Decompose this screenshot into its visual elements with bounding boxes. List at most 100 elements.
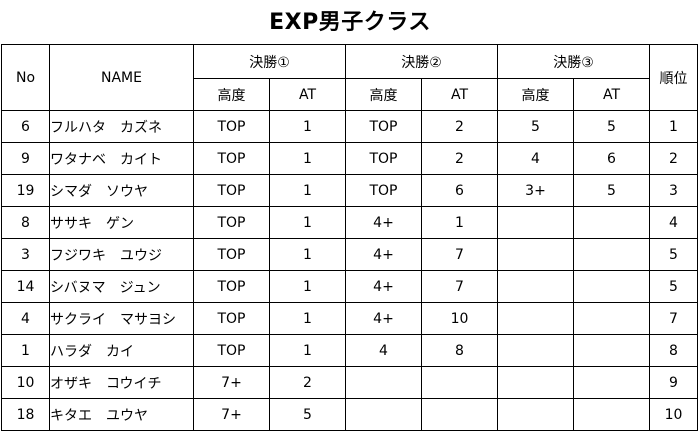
- cell-at-1: 1: [269, 174, 346, 207]
- table-row: 1 ハラダ カイ TOP 1 4 8 8: [1, 334, 698, 367]
- col-header-final3: 決勝③: [497, 44, 650, 79]
- cell-name: ササキ ゲン: [49, 206, 194, 239]
- cell-at-3: [573, 334, 650, 367]
- cell-height-2: [345, 366, 422, 399]
- cell-height-2: [345, 398, 422, 431]
- cell-at-2: 1: [421, 206, 498, 239]
- cell-height-2: TOP: [345, 110, 422, 143]
- page-title: EXP男子クラス: [269, 10, 431, 35]
- sub-header-height-3: 高度: [497, 78, 574, 111]
- cell-height-1: 7+: [193, 366, 270, 399]
- cell-at-1: 1: [269, 142, 346, 175]
- cell-name: シマダ ソウヤ: [49, 174, 194, 207]
- table-row: 4 サクライ マサヨシ TOP 1 4+ 10 7: [1, 302, 698, 335]
- cell-height-3: [497, 270, 574, 303]
- sub-header-at-1: AT: [269, 78, 346, 111]
- cell-height-1: TOP: [193, 206, 270, 239]
- cell-at-2: 10: [421, 302, 498, 335]
- cell-no: 9: [1, 142, 50, 175]
- cell-at-2: [421, 398, 498, 431]
- cell-height-2: TOP: [345, 142, 422, 175]
- cell-at-1: 2: [269, 366, 346, 399]
- cell-at-2: 7: [421, 238, 498, 271]
- cell-at-3: [573, 302, 650, 335]
- cell-at-3: [573, 206, 650, 239]
- cell-at-3: 6: [573, 142, 650, 175]
- table-row: 6 フルハタ カズネ TOP 1 TOP 2 5 5 1: [1, 110, 698, 143]
- cell-height-1: TOP: [193, 238, 270, 271]
- cell-height-2: 4+: [345, 206, 422, 239]
- results-body: 6 フルハタ カズネ TOP 1 TOP 2 5 5 1 9 ワタナベ カイト …: [1, 110, 698, 431]
- table-row: 14 シバヌマ ジュン TOP 1 4+ 7 5: [1, 270, 698, 303]
- col-header-rank: 順位: [649, 44, 698, 111]
- cell-no: 6: [1, 110, 50, 143]
- cell-no: 3: [1, 238, 50, 271]
- cell-at-3: 5: [573, 174, 650, 207]
- table-row: 8 ササキ ゲン TOP 1 4+ 1 4: [1, 206, 698, 239]
- cell-at-2: [421, 366, 498, 399]
- sub-header-at-3: AT: [573, 78, 650, 111]
- cell-height-3: [497, 206, 574, 239]
- col-header-no: No: [1, 44, 50, 111]
- cell-at-3: [573, 270, 650, 303]
- cell-height-3: [497, 238, 574, 271]
- col-header-final2: 決勝②: [345, 44, 498, 79]
- cell-name: オザキ コウイチ: [49, 366, 194, 399]
- cell-height-3: 4: [497, 142, 574, 175]
- cell-no: 8: [1, 206, 50, 239]
- cell-height-3: [497, 366, 574, 399]
- cell-rank: 7: [649, 302, 698, 335]
- cell-height-1: TOP: [193, 334, 270, 367]
- cell-at-1: 5: [269, 398, 346, 431]
- cell-at-1: 1: [269, 302, 346, 335]
- sub-header-height-2: 高度: [345, 78, 422, 111]
- cell-at-1: 1: [269, 334, 346, 367]
- cell-height-2: 4+: [345, 270, 422, 303]
- cell-height-1: TOP: [193, 270, 270, 303]
- cell-name: サクライ マサヨシ: [49, 302, 194, 335]
- cell-rank: 4: [649, 206, 698, 239]
- cell-height-1: TOP: [193, 110, 270, 143]
- cell-name: フルハタ カズネ: [49, 110, 194, 143]
- table-row: 9 ワタナベ カイト TOP 1 TOP 2 4 6 2: [1, 142, 698, 175]
- cell-at-3: 5: [573, 110, 650, 143]
- cell-height-3: 5: [497, 110, 574, 143]
- cell-no: 4: [1, 302, 50, 335]
- cell-at-3: [573, 366, 650, 399]
- cell-height-2: 4: [345, 334, 422, 367]
- cell-at-2: 8: [421, 334, 498, 367]
- cell-height-1: 7+: [193, 398, 270, 431]
- results-table: No NAME 決勝① 決勝② 決勝③ 順位 高度 AT 高度 AT 高度 AT…: [1, 44, 698, 431]
- cell-at-2: 7: [421, 270, 498, 303]
- cell-height-3: [497, 334, 574, 367]
- header-row-1: No NAME 決勝① 決勝② 決勝③ 順位: [1, 44, 698, 111]
- header-row-2: 高度 AT 高度 AT 高度 AT: [2, 78, 698, 111]
- cell-no: 19: [1, 174, 50, 207]
- cell-rank: 5: [649, 238, 698, 271]
- cell-at-1: 1: [269, 206, 346, 239]
- cell-rank: 9: [649, 366, 698, 399]
- cell-height-2: 4+: [345, 302, 422, 335]
- cell-rank: 3: [649, 174, 698, 207]
- cell-no: 14: [1, 270, 50, 303]
- cell-at-1: 1: [269, 270, 346, 303]
- table-row: 10 オザキ コウイチ 7+ 2 9: [1, 366, 698, 399]
- cell-no: 18: [1, 398, 50, 431]
- cell-rank: 1: [649, 110, 698, 143]
- cell-at-3: [573, 238, 650, 271]
- cell-rank: 8: [649, 334, 698, 367]
- cell-at-2: 6: [421, 174, 498, 207]
- cell-height-1: TOP: [193, 174, 270, 207]
- table-row: 18 キタエ ユウヤ 7+ 5 10: [1, 398, 698, 431]
- col-header-name: NAME: [49, 44, 194, 111]
- sub-header-at-2: AT: [421, 78, 498, 111]
- cell-name: キタエ ユウヤ: [49, 398, 194, 431]
- cell-height-2: TOP: [345, 174, 422, 207]
- cell-at-1: 1: [269, 110, 346, 143]
- cell-rank: 10: [649, 398, 698, 431]
- col-header-final1: 決勝①: [193, 44, 346, 79]
- cell-rank: 2: [649, 142, 698, 175]
- cell-height-1: TOP: [193, 142, 270, 175]
- cell-at-2: 2: [421, 142, 498, 175]
- sub-header-height-1: 高度: [193, 78, 270, 111]
